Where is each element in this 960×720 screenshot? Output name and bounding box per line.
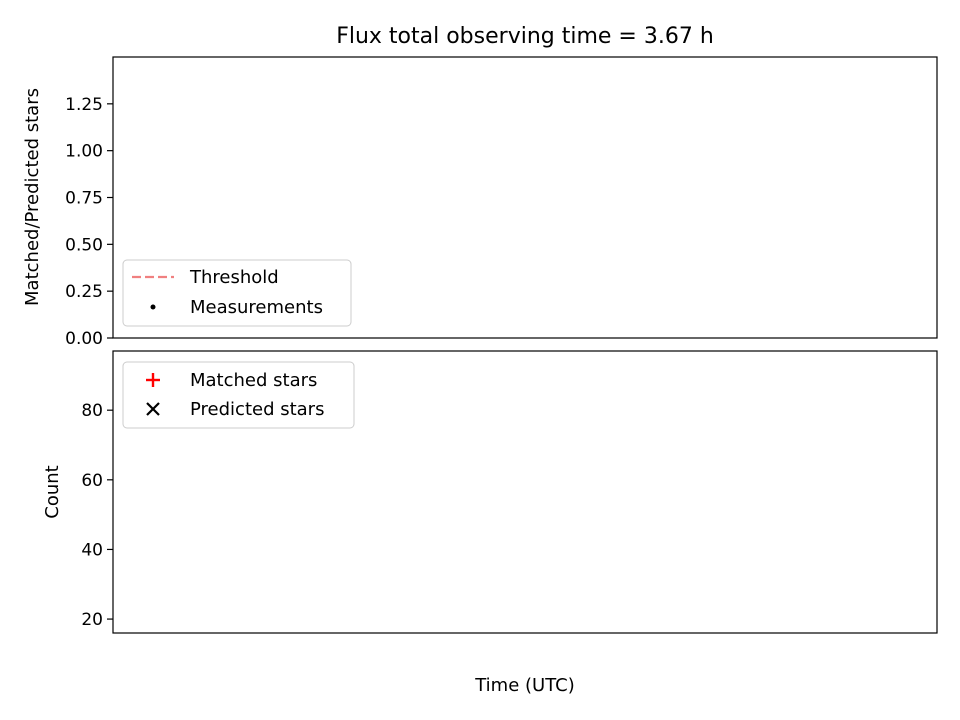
top-y-label: Matched/Predicted stars xyxy=(22,88,43,306)
x-axis-label: Time (UTC) xyxy=(474,675,575,696)
y-tick-label: 80 xyxy=(81,401,103,421)
y-tick-label: 40 xyxy=(81,540,103,560)
y-tick-label: 1.25 xyxy=(65,95,103,115)
legend-measurement-marker xyxy=(150,304,156,310)
y-tick-label: 0.25 xyxy=(65,282,103,302)
legend-measurement-label: Measurements xyxy=(190,297,323,318)
y-tick-label: 60 xyxy=(81,471,103,491)
y-tick-label: 0.75 xyxy=(65,189,103,209)
y-tick-label: 0.50 xyxy=(65,235,103,255)
bottom-axes-frame xyxy=(112,350,938,634)
y-tick-label: 0.00 xyxy=(65,329,103,349)
chart-title: Flux total observing time = 3.67 h xyxy=(336,24,714,49)
legend-threshold-label: Threshold xyxy=(189,267,279,288)
top-panel: 0.00 0.25 0.50 0.75 1.00 1.25 Matched/Predict… xyxy=(22,56,938,349)
legend-predicted-label: Predicted stars xyxy=(190,399,324,420)
legend-matched-marker xyxy=(146,373,160,387)
legend-matched-label: Matched stars xyxy=(190,370,317,391)
top-legend: Threshold Measurements xyxy=(122,259,352,327)
bottom-y-label: Count xyxy=(42,465,63,518)
y-tick-label: 20 xyxy=(81,610,103,630)
legend-predicted-marker xyxy=(146,402,160,416)
bottom-legend: Matched stars Predicted stars xyxy=(122,361,355,429)
top-y-axis: 0.00 0.25 0.50 0.75 1.00 1.25 xyxy=(65,95,113,349)
bottom-y-axis: 20 40 60 80 xyxy=(81,401,113,630)
y-tick-label: 1.00 xyxy=(65,142,103,162)
